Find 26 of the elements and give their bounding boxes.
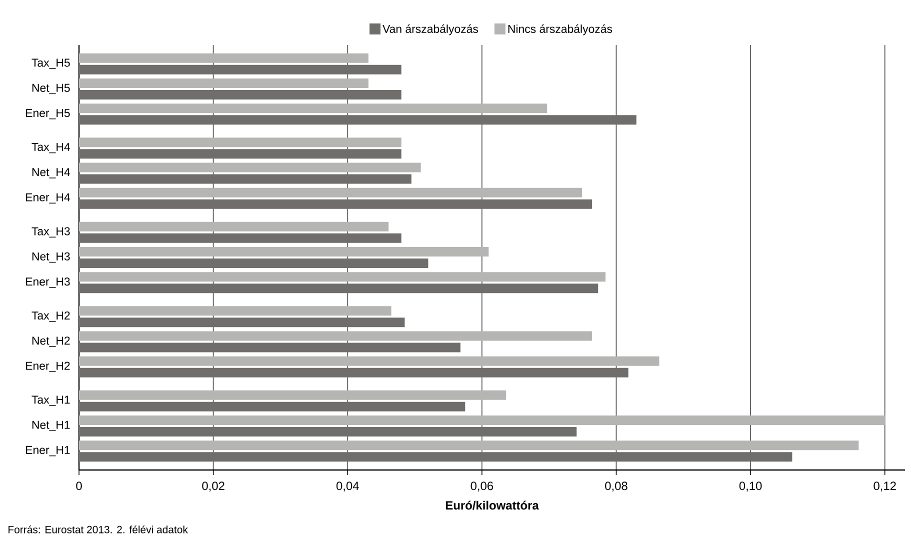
x-axis-title: Euró/kilowattóra [446, 500, 539, 510]
y-tick-label: Tax_H3 [32, 227, 70, 238]
x-tick-label: 0 [76, 482, 82, 490]
x-tick-label: 0,10 [739, 482, 762, 492]
y-tick-label: Net_H2 [32, 336, 70, 347]
y-tick-label: Tax_H1 [32, 396, 70, 406]
y-tick-label: Ener_H4 [26, 193, 70, 204]
x-tick-label: 0,06 [470, 482, 494, 492]
y-tick-label: Tax_H4 [32, 143, 70, 154]
y-tick-label: Tax_H2 [32, 311, 70, 322]
legend-label: Van árszabályozás [382, 24, 478, 36]
text: Forrás: Eurostat 2013. 2. félévi adatok [8, 525, 188, 534]
x-tick-label: 0,08 [605, 482, 628, 492]
y-tick-label: Net_H1 [32, 420, 70, 432]
y-tick-label: Net_H4 [32, 168, 70, 178]
y-tick-label: Ener_H2 [26, 362, 70, 372]
y-tick-label: Net_H3 [32, 252, 70, 263]
y-tick-label: Ener_H5 [26, 109, 70, 120]
x-tick-label: 0,12 [874, 482, 896, 492]
y-tick-label: Ener_H1 [26, 446, 70, 456]
y-tick-label: Ener_H3 [26, 278, 70, 288]
x-tick-label: 0,02 [202, 482, 224, 492]
y-tick-label: Tax_H5 [32, 58, 70, 69]
y-tick-label: Net_H5 [32, 84, 70, 94]
legend-label: Nincs árszabályozás [508, 24, 612, 36]
x-tick-label: 0,04 [336, 482, 359, 492]
